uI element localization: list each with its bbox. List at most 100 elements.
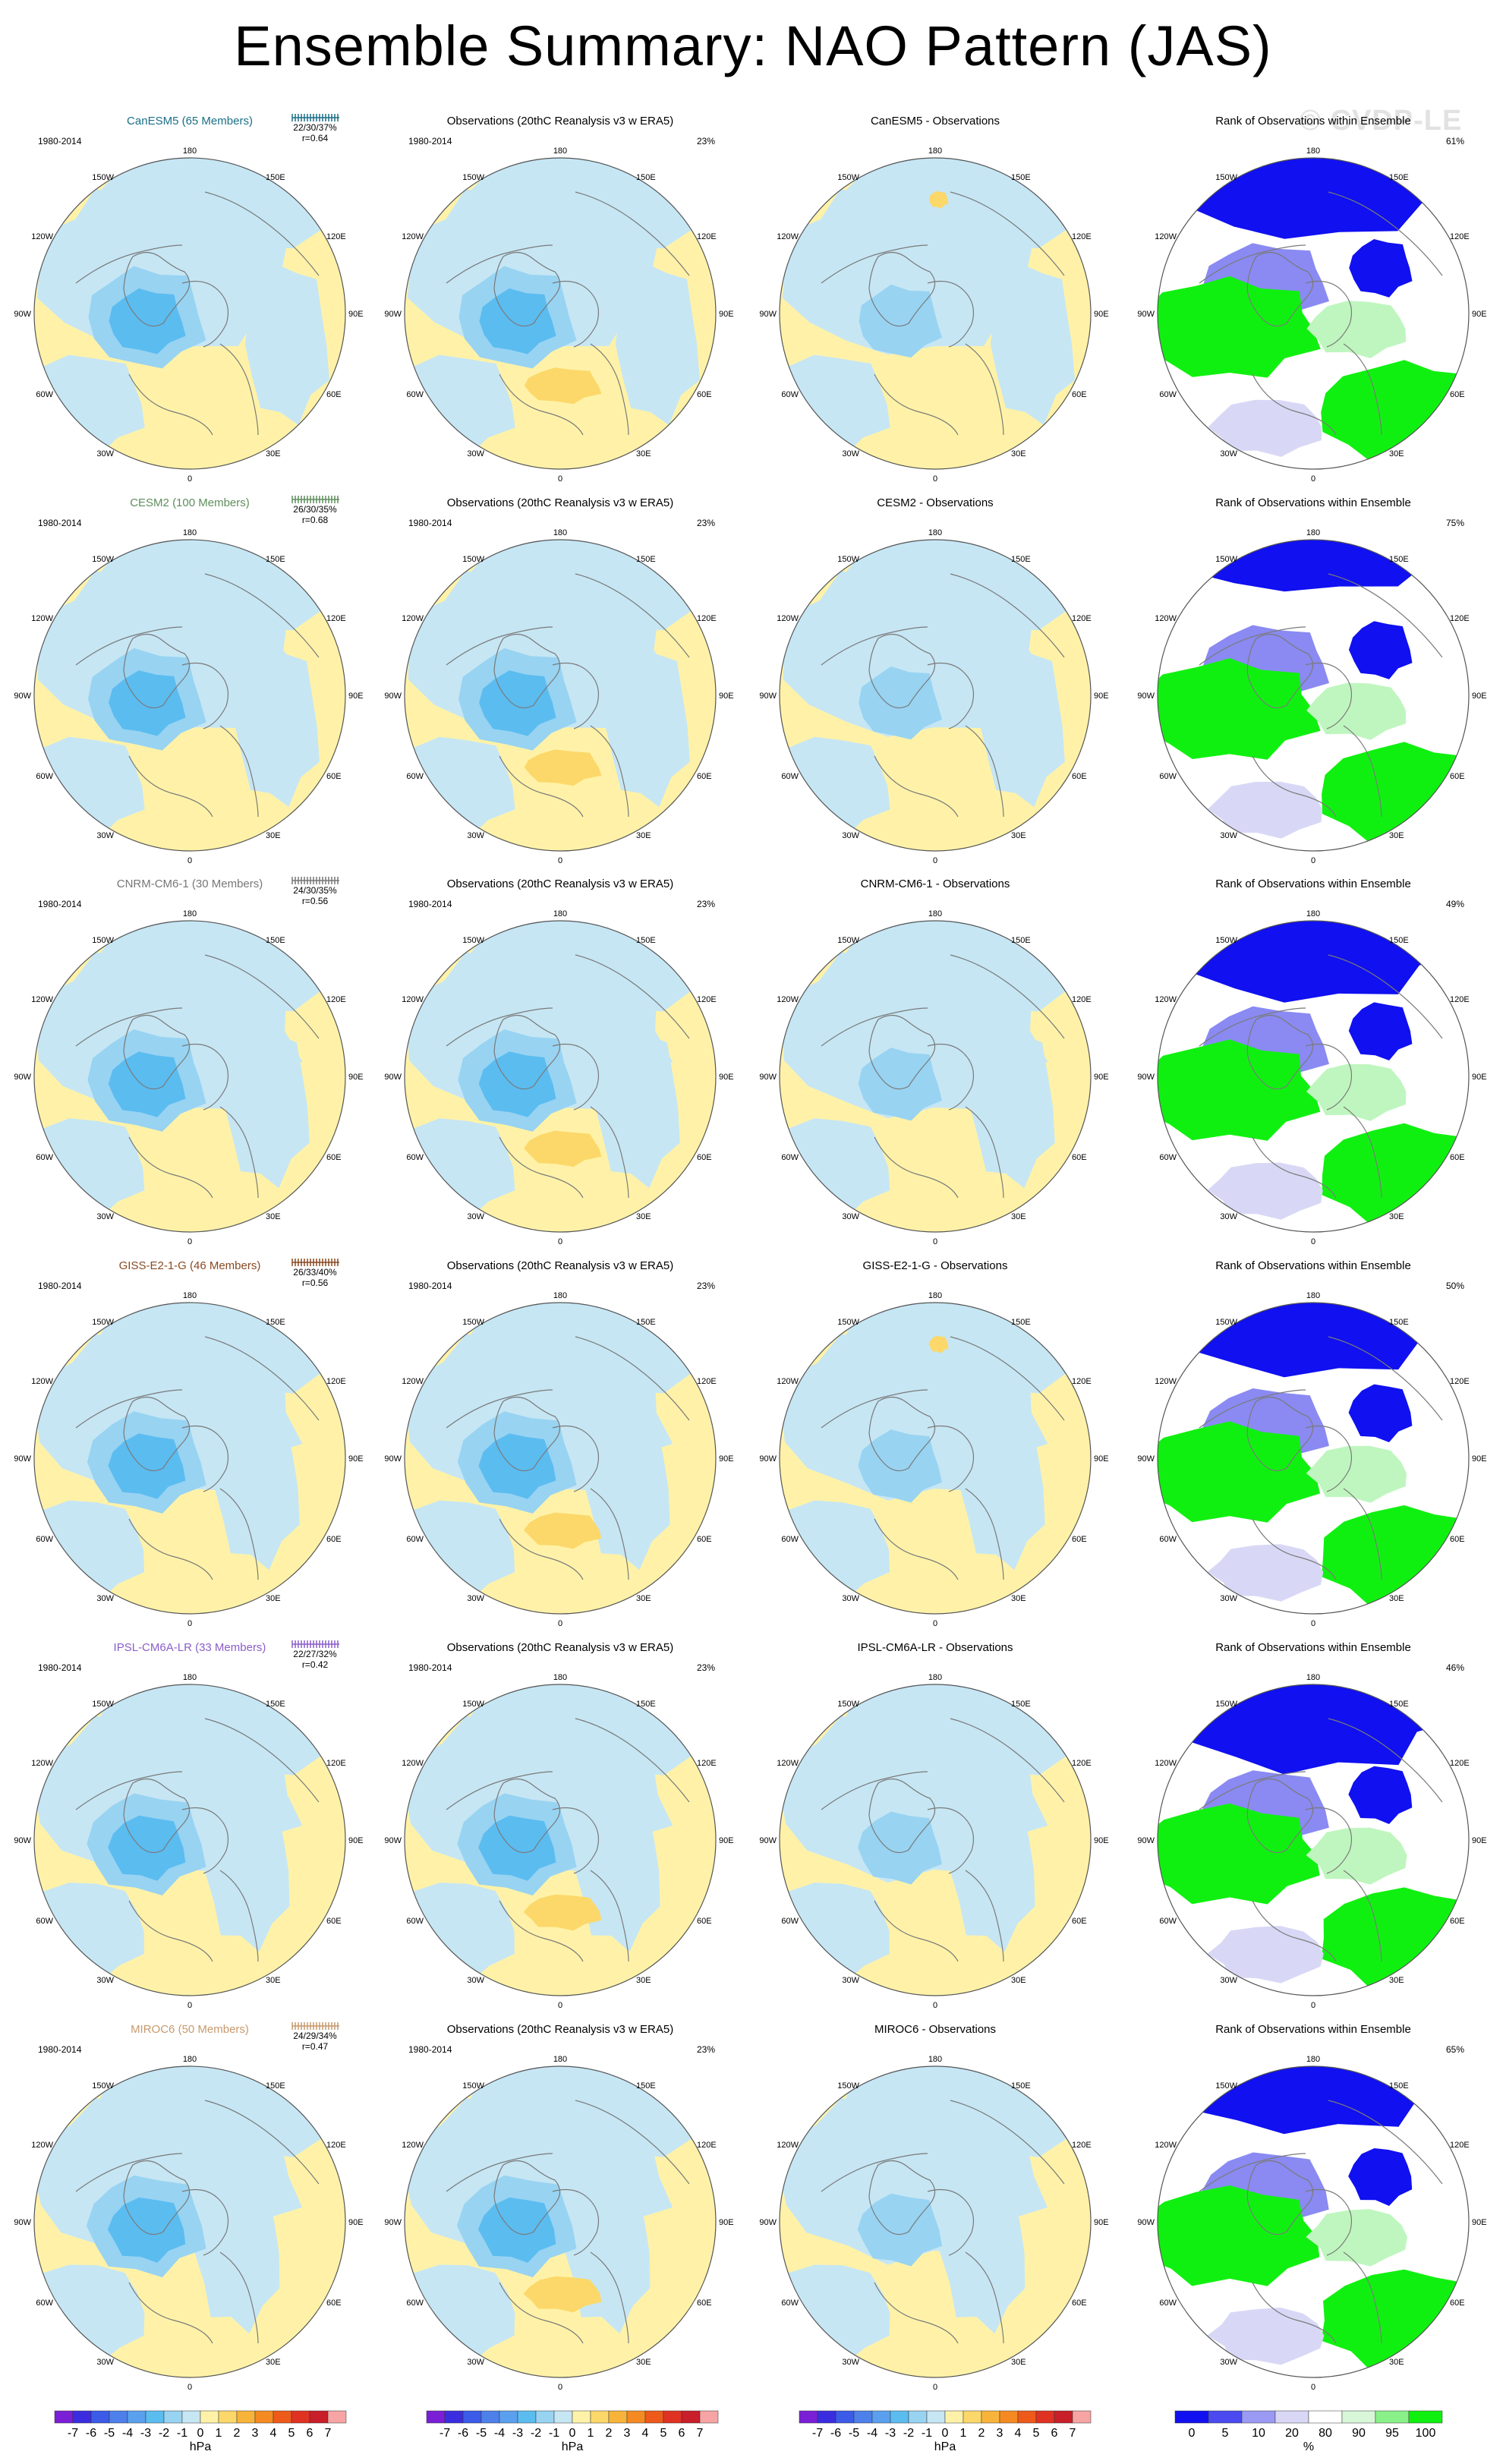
- lon-label-l5: 30W: [1220, 449, 1237, 458]
- lon-label-bottom: 0: [1311, 474, 1315, 484]
- lon-label-l4: 60W: [1159, 1917, 1177, 1926]
- colorbar-unit: hPa: [934, 2440, 956, 2453]
- lon-label-l4: 60W: [36, 1917, 53, 1926]
- lon-label-r2: 120E: [1450, 1377, 1470, 1386]
- obs-title: Observations (20thC Reanalysis v3 w ERA5…: [447, 496, 673, 509]
- lon-label-bottom: 0: [1311, 1237, 1315, 1246]
- lon-label-r2: 120E: [1072, 232, 1092, 241]
- colorbar-tick: 10: [1252, 2427, 1265, 2440]
- colorbar-tick: 7: [325, 2427, 332, 2440]
- model-stats: 26/33/40%: [293, 1267, 337, 1278]
- rank-map-3: [1157, 920, 1470, 1233]
- lon-label-l3: 90W: [759, 2218, 777, 2227]
- colorbar-tick: 0: [942, 2427, 949, 2440]
- period-label: 1980-2014: [38, 1662, 82, 1673]
- lon-label-l4: 60W: [36, 1535, 53, 1544]
- lon-label-l4: 60W: [781, 772, 799, 781]
- lon-label-top: 180: [928, 909, 942, 918]
- colorbar-tick: 4: [270, 2427, 277, 2440]
- diff-title: MIROC6 - Observations: [874, 2023, 996, 2036]
- model-map-2: [33, 539, 346, 852]
- lon-label-bottom: 0: [187, 474, 192, 484]
- lon-label-top: 180: [553, 1291, 567, 1300]
- lon-label-l3: 90W: [1137, 310, 1155, 319]
- lon-label-l1: 150W: [462, 173, 484, 182]
- lon-label-top: 180: [183, 528, 197, 537]
- lon-label-top: 180: [553, 1673, 567, 1682]
- lon-label-r4: 60E: [326, 1535, 342, 1544]
- lon-label-l5: 30W: [842, 1594, 859, 1603]
- lon-label-l4: 60W: [781, 390, 799, 399]
- lon-label-r4: 60E: [1450, 2299, 1465, 2308]
- colorbar-tick: 3: [997, 2427, 1003, 2440]
- lon-label-top: 180: [928, 1291, 942, 1300]
- colorbar-tick: 6: [307, 2427, 313, 2440]
- model-stats: 26/30/35%: [293, 504, 337, 515]
- lon-label-top: 180: [553, 909, 567, 918]
- lon-label-r2: 120E: [1450, 232, 1470, 241]
- lon-label-r2: 120E: [1450, 2141, 1470, 2150]
- lon-label-l3: 90W: [14, 1836, 31, 1845]
- lon-label-l2: 120W: [777, 1377, 799, 1386]
- lon-label-r3: 90E: [348, 2218, 364, 2227]
- lon-label-r1: 150E: [636, 936, 656, 945]
- model-map-1: [33, 157, 346, 470]
- colorbar-tick: 6: [1051, 2427, 1058, 2440]
- obs-percent: 23%: [697, 518, 715, 528]
- lon-label-r2: 120E: [326, 614, 346, 623]
- lon-label-r5: 30E: [636, 1976, 651, 1985]
- colorbar-tick: 0: [569, 2427, 576, 2440]
- lon-label-r1: 150E: [1389, 1700, 1409, 1709]
- lon-label-l1: 150W: [837, 1700, 859, 1709]
- colorbar-tick: 100: [1416, 2427, 1436, 2440]
- lon-label-l2: 120W: [402, 232, 424, 241]
- period-label: 1980-2014: [38, 136, 82, 147]
- rank-percent: 50%: [1446, 1281, 1464, 1291]
- diff-title: CNRM-CM6-1 - Observations: [861, 878, 1010, 890]
- lon-label-l5: 30W: [96, 1594, 114, 1603]
- colorbar-tick: 95: [1385, 2427, 1399, 2440]
- lon-label-r1: 150E: [1011, 1318, 1031, 1327]
- lon-label-r2: 120E: [1072, 2141, 1092, 2150]
- lon-label-l3: 90W: [384, 2218, 402, 2227]
- colorbar-hpa-3: [799, 2410, 1092, 2424]
- lon-label-r1: 150E: [1011, 1700, 1031, 1709]
- lon-label-l5: 30W: [467, 831, 484, 840]
- diff-title: IPSL-CM6A-LR - Observations: [857, 1641, 1013, 1654]
- lon-label-r4: 60E: [1072, 1153, 1087, 1162]
- lon-label-l2: 120W: [1155, 1377, 1177, 1386]
- lon-label-r2: 120E: [326, 1759, 346, 1768]
- lon-label-r1: 150E: [266, 555, 285, 564]
- lon-label-r2: 120E: [326, 232, 346, 241]
- rank-title: Rank of Observations within Ensemble: [1215, 2023, 1411, 2036]
- lon-label-top: 180: [928, 528, 942, 537]
- lon-label-r3: 90E: [348, 692, 364, 701]
- lon-label-l3: 90W: [384, 692, 402, 701]
- lon-label-l4: 60W: [406, 1917, 424, 1926]
- lon-label-l4: 60W: [406, 1535, 424, 1544]
- lon-label-r1: 150E: [266, 936, 285, 945]
- lon-label-l2: 120W: [777, 995, 799, 1004]
- lon-label-l2: 120W: [777, 2141, 799, 2150]
- colorbar-tick: -4: [494, 2427, 505, 2440]
- lon-label-l3: 90W: [384, 1454, 402, 1464]
- obs-title: Observations (20thC Reanalysis v3 w ERA5…: [447, 1641, 673, 1654]
- colorbar-tick: 7: [697, 2427, 704, 2440]
- lon-label-l2: 120W: [777, 232, 799, 241]
- lon-label-l4: 60W: [781, 1917, 799, 1926]
- lon-label-l3: 90W: [759, 692, 777, 701]
- lon-label-top: 180: [928, 2055, 942, 2064]
- colorbar-tick: -4: [122, 2427, 133, 2440]
- lon-label-r3: 90E: [348, 310, 364, 319]
- lon-label-r5: 30E: [1389, 2358, 1404, 2367]
- colorbar-tick: 0: [197, 2427, 204, 2440]
- lon-label-r5: 30E: [1011, 1594, 1026, 1603]
- lon-label-l1: 150W: [92, 936, 114, 945]
- obs-map-3: [404, 920, 717, 1233]
- lon-label-top: 180: [183, 1673, 197, 1682]
- lon-label-r5: 30E: [636, 449, 651, 458]
- model-map-3: [33, 920, 346, 1233]
- lon-label-r1: 150E: [1011, 936, 1031, 945]
- colorbar-hpa-2: [426, 2410, 719, 2424]
- lon-label-r1: 150E: [1011, 2081, 1031, 2091]
